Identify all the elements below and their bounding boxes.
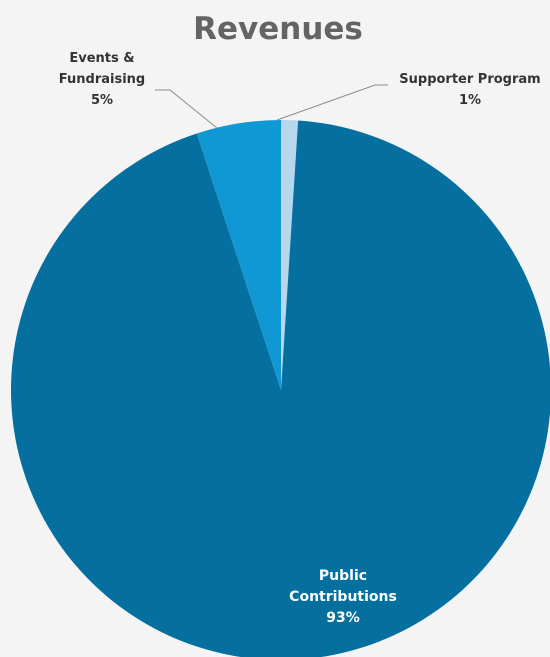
slice-label-public-contributions-line-2: Contributions	[289, 589, 397, 605]
pie-slice-events-fundraising	[196, 120, 281, 390]
slice-percent-events-fundraising: 5%	[91, 93, 113, 108]
slice-label-public-contributions-line-1: Public	[319, 568, 367, 584]
leader-lines	[155, 84, 388, 129]
slice-labels: Supporter Program 1% Public Contributions 93…	[59, 51, 541, 626]
leader-line-supporter-program	[276, 84, 388, 121]
leader-line-events-fundraising	[155, 89, 218, 129]
slice-label-events-fundraising-line-2: Fundraising	[59, 72, 145, 87]
pie-slice-supporter-program	[281, 120, 299, 390]
pie-slice-public-contributions	[11, 120, 550, 657]
slice-percent-public-contributions: 93%	[326, 610, 360, 626]
slice-label-events-fundraising-line-1: Events &	[69, 51, 134, 66]
pie-slices	[11, 120, 550, 657]
chart-title: Revenues	[193, 11, 363, 47]
slice-label-supporter-program-line-1: Supporter Program	[399, 72, 540, 87]
slice-percent-supporter-program: 1%	[459, 93, 481, 108]
